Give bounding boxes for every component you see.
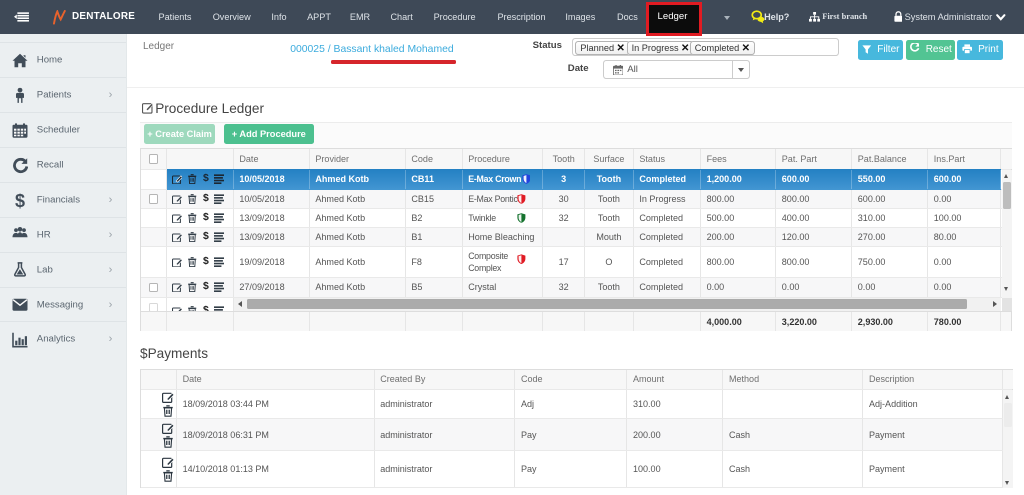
svg-text:$: $ <box>15 192 25 208</box>
